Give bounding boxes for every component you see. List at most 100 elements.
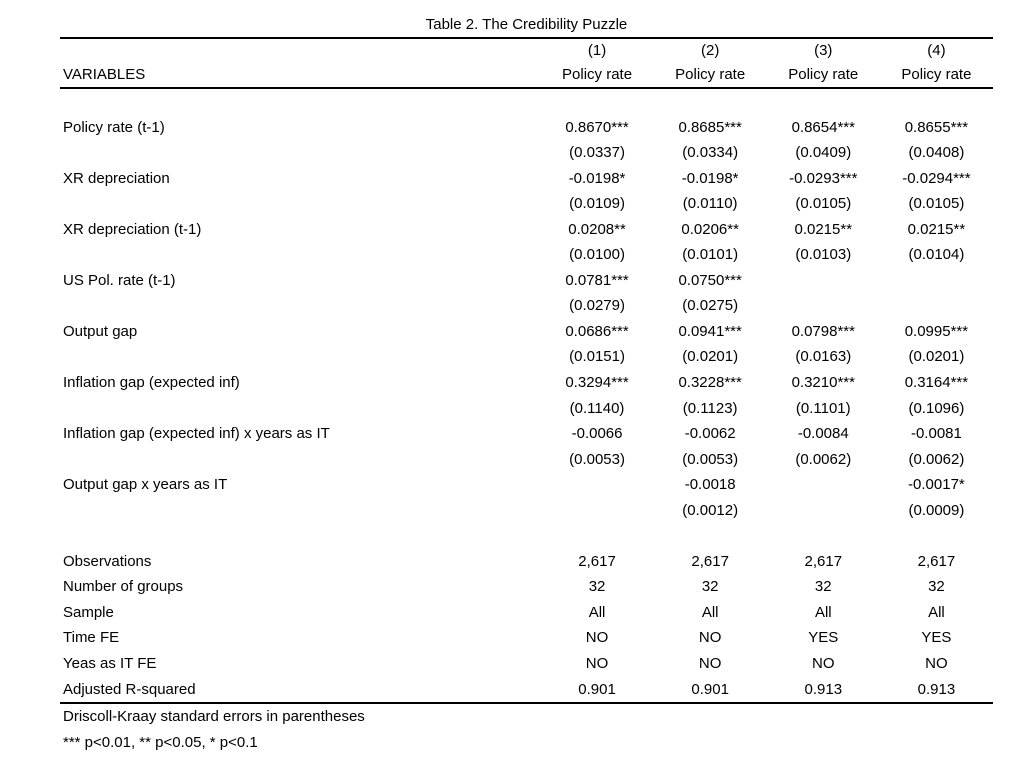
standard-error-row: (0.0337) (0.0334) (0.0409) (0.0408) xyxy=(60,140,993,166)
standard-error-cell: (0.0103) xyxy=(795,246,852,264)
standard-error-cell: (0.0101) xyxy=(682,246,739,264)
statistic-value: All xyxy=(701,603,719,621)
variable-label: XR depreciation xyxy=(63,169,170,187)
statistic-row: Time FE NO NO YES YES xyxy=(60,625,993,651)
coefficient-cell: 0.0208** xyxy=(568,220,626,238)
dependent-variable: Policy rate xyxy=(901,66,972,83)
standard-error-cell: (0.0163) xyxy=(795,348,852,366)
column-number: (3) xyxy=(814,42,833,59)
dependent-variable: Policy rate xyxy=(562,66,633,83)
statistic-value: NO xyxy=(812,655,835,673)
regression-table: (1) (2) (3) (4) VARIABLES Policy rate Po… xyxy=(60,37,993,704)
statistic-value: 0.901 xyxy=(691,680,729,698)
variable-label: Inflation gap (expected inf) x years as … xyxy=(63,425,330,443)
empty-cell xyxy=(60,191,541,217)
empty-cell xyxy=(60,498,541,524)
empty-cell xyxy=(541,88,654,115)
statistic-row: Observations 2,617 2,617 2,617 2,617 xyxy=(60,549,993,575)
coefficient-cell: 0.0215** xyxy=(794,220,853,238)
standard-error-cell: (0.0012) xyxy=(682,501,739,519)
standard-error-cell: (0.0334) xyxy=(682,144,739,162)
coefficient-cell: -0.0066 xyxy=(571,425,623,443)
note-line: *** p<0.01, ** p<0.05, * p<0.1 xyxy=(63,733,258,751)
dependent-variable: Policy rate xyxy=(788,66,859,83)
statistic-value: 2,617 xyxy=(804,552,843,570)
statistic-value: NO xyxy=(585,655,609,673)
statistic-value: All xyxy=(814,603,832,621)
empty-cell xyxy=(60,293,541,319)
variable-label: US Pol. rate (t-1) xyxy=(63,271,176,289)
standard-error-cell: (0.0409) xyxy=(795,144,852,162)
variables-header: VARIABLES xyxy=(63,66,146,83)
empty-corner-cell xyxy=(60,38,541,63)
coefficient-cell: 0.0781*** xyxy=(565,271,629,289)
standard-error-cell: (0.1123) xyxy=(682,399,738,417)
coefficient-cell: -0.0293*** xyxy=(789,169,858,187)
coefficient-row: Inflation gap (expected inf) x years as … xyxy=(60,421,993,447)
dependent-variable: Policy rate xyxy=(675,66,746,83)
coefficient-cell: 0.3228*** xyxy=(678,374,742,392)
standard-error-cell: (0.0053) xyxy=(569,450,625,468)
standard-error-cell: (0.0151) xyxy=(569,348,625,366)
spacer-row xyxy=(60,88,993,115)
table-title: Table 2. The Credibility Puzzle xyxy=(425,16,628,33)
coefficient-cell: 0.8655*** xyxy=(904,118,969,136)
statistic-label: Observations xyxy=(63,552,152,570)
coefficient-cell: -0.0084 xyxy=(797,425,849,443)
standard-error-row: (0.0012) (0.0009) xyxy=(60,498,993,524)
coefficient-cell: 0.0686*** xyxy=(565,322,629,340)
coefficient-cell: 0.0941*** xyxy=(678,322,742,340)
standard-error-cell: (0.1096) xyxy=(908,399,965,417)
standard-error-row: (0.0100) (0.0101) (0.0103) (0.0104) xyxy=(60,242,993,268)
dependent-variable-row: VARIABLES Policy rate Policy rate Policy… xyxy=(60,63,993,88)
table-notes: Driscoll-Kraay standard errors in parent… xyxy=(60,704,993,755)
coefficient-row: Output gap 0.0686*** 0.0941*** 0.0798*** 0.0… xyxy=(60,319,993,345)
variable-label: Inflation gap (expected inf) xyxy=(63,374,240,392)
statistic-row: Adjusted R-squared 0.901 0.901 0.913 0.913 xyxy=(60,677,993,704)
standard-error-cell: (0.0110) xyxy=(682,195,738,213)
standard-error-cell xyxy=(767,293,880,319)
standard-error-row: (0.0151) (0.0201) (0.0163) (0.0201) xyxy=(60,344,993,370)
empty-cell xyxy=(541,523,654,549)
empty-cell xyxy=(60,523,541,549)
statistic-value: 0.913 xyxy=(917,680,956,698)
statistic-label: Sample xyxy=(63,603,114,621)
standard-error-row: (0.0053) (0.0053) (0.0062) (0.0062) xyxy=(60,447,993,473)
statistic-value: 2,617 xyxy=(917,552,956,570)
statistic-label: Time FE xyxy=(63,629,120,647)
empty-cell xyxy=(60,344,541,370)
variable-label: XR depreciation (t-1) xyxy=(63,220,202,238)
statistic-value: YES xyxy=(808,629,839,647)
coefficient-cell: 0.0750*** xyxy=(678,271,742,289)
standard-error-cell: (0.0201) xyxy=(908,348,965,366)
standard-error-row: (0.0109) (0.0110) (0.0105) (0.0105) xyxy=(60,191,993,217)
variable-label: Policy rate (t-1) xyxy=(63,118,165,136)
variable-label: Output gap xyxy=(63,322,138,340)
statistic-value: NO xyxy=(698,629,722,647)
coefficient-cell: 0.3294*** xyxy=(565,374,629,392)
statistic-label: Yeas as IT FE xyxy=(63,655,157,673)
statistics-section: Observations 2,617 2,617 2,617 2,617 Number o… xyxy=(60,523,993,704)
statistic-value: NO xyxy=(925,655,948,673)
empty-cell xyxy=(767,88,880,115)
statistic-label: Adjusted R-squared xyxy=(63,680,196,698)
standard-error-cell xyxy=(767,498,880,524)
spacer-row xyxy=(60,523,993,549)
column-number: (1) xyxy=(587,42,607,59)
statistic-value: 32 xyxy=(588,578,606,596)
coefficient-cell xyxy=(767,472,880,498)
coefficient-cell: -0.0198* xyxy=(681,169,739,187)
standard-error-cell: (0.0100) xyxy=(569,246,625,264)
empty-cell xyxy=(60,242,541,268)
statistic-value: 0.901 xyxy=(578,680,616,698)
coefficient-cell: -0.0018 xyxy=(684,476,736,494)
coefficients-section: Policy rate (t-1) 0.8670*** 0.8685*** 0.865… xyxy=(60,88,993,523)
coefficient-cell: 0.8654*** xyxy=(791,118,855,136)
statistic-value: All xyxy=(588,603,606,621)
statistic-value: 2,617 xyxy=(578,552,616,570)
statistic-row: Sample All All All All xyxy=(60,600,993,626)
coefficient-cell: 0.0215** xyxy=(907,220,966,238)
empty-cell xyxy=(767,523,880,549)
variable-label: Output gap x years as IT xyxy=(63,476,228,494)
